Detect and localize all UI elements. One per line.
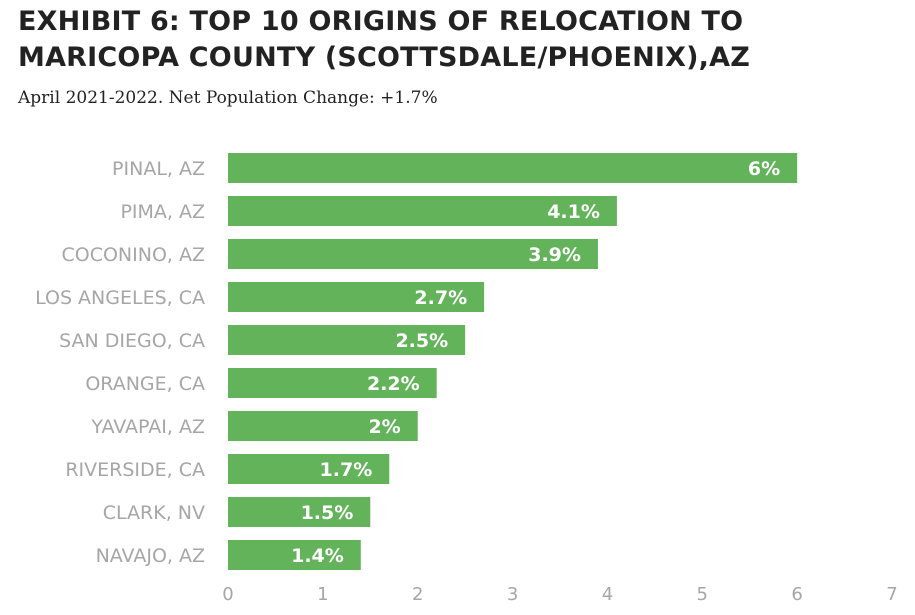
bar [228, 540, 361, 570]
category-label: NAVAJO, AZ [96, 545, 205, 567]
bar [228, 368, 437, 398]
category-label: LOS ANGELES, CA [35, 287, 205, 309]
x-tick-label: 3 [507, 584, 518, 605]
bar-value-label: 2.7% [414, 287, 467, 309]
category-label: CLARK, NV [103, 502, 205, 524]
category-label: PINAL, AZ [112, 158, 205, 180]
x-tick-label: 6 [791, 584, 802, 605]
bar-value-label: 1.4% [291, 545, 344, 567]
bar [228, 497, 371, 527]
category-label: PIMA, AZ [120, 201, 205, 223]
category-label: YAVAPAI, AZ [90, 416, 205, 438]
bar [228, 282, 485, 312]
bar-value-label: 3.9% [528, 244, 581, 266]
x-axis-ticks: 0 1 2 3 4 5 6 7 [222, 584, 897, 605]
bar [228, 454, 390, 484]
bar-value-label: 2% [368, 416, 400, 438]
bar [228, 153, 798, 183]
chart-title: EXHIBIT 6: TOP 10 ORIGINS OF RELOCATION … [18, 6, 751, 73]
chart-subtitle: April 2021-2022. Net Population Change: … [18, 88, 438, 108]
x-tick-label: 1 [317, 584, 328, 605]
x-tick-label: 2 [412, 584, 423, 605]
bar [228, 411, 418, 441]
category-label: ORANGE, CA [85, 373, 205, 395]
x-tick-label: 7 [886, 584, 897, 605]
category-label: COCONINO, AZ [61, 244, 205, 266]
x-tick-label: 4 [602, 584, 613, 605]
category-label: SAN DIEGO, CA [59, 330, 205, 352]
bar [228, 196, 617, 226]
bar-value-label: 1.5% [301, 502, 354, 524]
bar [228, 325, 466, 355]
category-labels: PINAL, AZ PIMA, AZ COCONINO, AZ LOS ANGELES… [35, 158, 205, 567]
bars-group: 6% 4.1% 3.9% 2.7% 2.5% 2.2% 2% 1.7% 1.5% 1.4% [228, 153, 798, 570]
bar-value-label: 1.7% [320, 459, 373, 481]
bar-value-label: 2.2% [367, 373, 420, 395]
x-tick-label: 5 [697, 584, 708, 605]
bar-value-label: 2.5% [395, 330, 448, 352]
bar-value-label: 6% [748, 158, 780, 180]
category-label: RIVERSIDE, CA [65, 459, 205, 481]
bar-value-label: 4.1% [547, 201, 600, 223]
bar [228, 239, 598, 269]
x-tick-label: 0 [222, 584, 233, 605]
